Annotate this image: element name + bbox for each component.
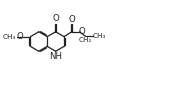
Text: NH: NH — [49, 52, 62, 61]
Text: CH₂: CH₂ — [79, 37, 92, 43]
Text: CH₃: CH₃ — [93, 33, 106, 39]
Text: O: O — [16, 32, 23, 41]
Text: O: O — [79, 27, 86, 36]
Text: O: O — [52, 14, 59, 23]
Text: CH₃: CH₃ — [3, 34, 16, 40]
Text: O: O — [68, 15, 75, 24]
